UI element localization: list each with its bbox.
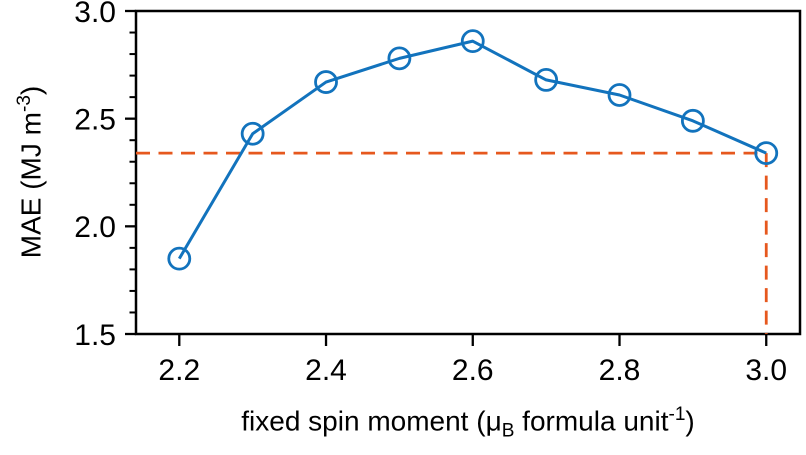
data-point-marker — [460, 29, 485, 54]
x-tick-label: 2.6 — [452, 354, 494, 387]
y-tick-label: 2.5 — [74, 103, 116, 136]
axis-title-segment: -1 — [668, 404, 686, 425]
y-tick-label: 3.0 — [74, 0, 116, 29]
data-point-marker — [387, 46, 412, 71]
axis-title-segment: ) — [15, 85, 47, 96]
plot-border — [134, 9, 802, 336]
data-point-marker — [167, 246, 192, 271]
x-axis-title: fixed spin moment (μB formula unit-1) — [136, 404, 800, 442]
data-point-marker — [680, 108, 705, 133]
data-point-marker — [240, 121, 265, 146]
data-point-marker — [534, 68, 559, 92]
x-tick-label: 3.0 — [745, 354, 787, 387]
axis-title-segment: ) — [685, 405, 695, 437]
axis-title-segment: MAE (MJ m — [15, 112, 47, 259]
x-tick-label: 2.2 — [158, 354, 200, 387]
axis-title-segment: B — [501, 420, 515, 442]
data-point-marker — [314, 70, 338, 94]
y-tick-label: 1.5 — [74, 319, 116, 352]
x-tick-label: 2.8 — [599, 354, 641, 387]
data-point-marker — [607, 83, 632, 107]
x-tick-label: 2.4 — [305, 354, 347, 387]
axis-title-segment: formula unit — [514, 405, 669, 437]
series-line — [177, 39, 767, 260]
y-tick-label: 2.0 — [74, 211, 116, 244]
axis-title-segment: -3 — [13, 95, 35, 113]
y-axis-title: MAE (MJ m-3) — [13, 85, 47, 259]
data-point-marker — [754, 141, 779, 166]
axis-title-segment: fixed spin moment (μ — [241, 405, 502, 437]
